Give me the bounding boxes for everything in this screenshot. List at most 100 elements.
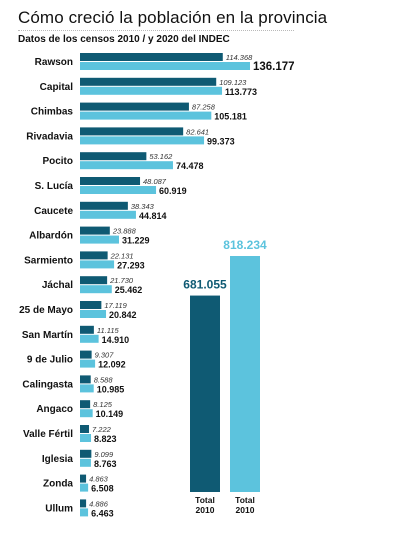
bar-2020 (80, 86, 223, 95)
category-label: S. Lucía (35, 181, 74, 192)
value-label-2010: 7.222 (92, 425, 112, 434)
category-label: Rawson (35, 57, 73, 68)
value-label-2010: 82.641 (186, 127, 209, 136)
bar-2010 (80, 77, 217, 86)
bar-2020 (80, 62, 250, 70)
bar-2020 (80, 508, 89, 517)
total-column-2010 (190, 295, 220, 492)
category-label: San Martín (22, 330, 73, 341)
bar-2020 (80, 111, 212, 120)
bar-2010 (80, 152, 147, 161)
value-label-2020: 74.478 (176, 161, 204, 171)
value-label-2020: 99.373 (207, 136, 235, 146)
value-label-2020: 8.763 (94, 459, 117, 469)
value-label-2020: 31.229 (122, 236, 150, 246)
value-label-2010: 22.131 (110, 251, 134, 260)
bar-2020 (80, 434, 92, 442)
value-label-2010: 87.258 (192, 103, 216, 112)
bar-2010 (80, 474, 87, 483)
value-label-2020: 8.823 (94, 434, 117, 444)
bar-2010 (80, 53, 223, 61)
category-label: Angaco (36, 404, 73, 415)
bar-2020 (80, 285, 112, 294)
value-label-2020: 6.508 (91, 484, 114, 494)
value-label-2020: 105.181 (214, 112, 247, 122)
bar-2020 (80, 210, 136, 219)
bar-2020 (80, 483, 89, 492)
category-label: Zonda (43, 479, 73, 490)
bar-2010 (80, 301, 102, 309)
bar-2010 (80, 102, 189, 111)
category-label: 9 de Julio (27, 355, 73, 366)
bar-2020 (80, 161, 173, 170)
category-label: Rivadavia (26, 131, 73, 142)
total-category-label: 2010 (196, 505, 215, 515)
category-label: Ullum (45, 503, 73, 514)
bar-2010 (80, 226, 110, 235)
category-label: Calingasta (22, 379, 73, 390)
value-label-2010: 38.343 (131, 202, 155, 211)
category-label: Chimbas (31, 107, 74, 118)
value-label-2010: 114.368 (226, 53, 253, 62)
value-label-2010: 21.730 (109, 276, 134, 285)
total-category-label: Total (235, 495, 255, 505)
value-label-2020: 136.177 (253, 61, 295, 73)
total-category-label: Total (195, 495, 215, 505)
bar-2010 (80, 350, 92, 359)
bar-2020 (80, 310, 107, 318)
value-label-2020: 6.463 (91, 508, 114, 518)
bar-2020 (80, 136, 205, 145)
bar-2010 (80, 325, 94, 334)
category-label: Sarmiento (24, 255, 73, 266)
value-label-2010: 109.123 (219, 78, 247, 87)
bar-2020 (80, 359, 96, 368)
total-value-label: 681.055 (183, 278, 227, 292)
value-label-2020: 10.149 (96, 409, 124, 419)
category-label: 25 de Mayo (19, 305, 73, 316)
value-label-2010: 9.307 (95, 351, 115, 360)
bar-2010 (80, 375, 91, 384)
bar-2010 (80, 201, 128, 210)
category-label: Capital (40, 82, 74, 93)
value-label-2010: 8.588 (94, 375, 114, 384)
value-label-2010: 53.162 (149, 152, 173, 161)
value-label-2010: 11.115 (97, 326, 120, 335)
total-column-2020 (230, 256, 260, 492)
total-category-label: 2010 (236, 505, 255, 515)
bar-2010 (80, 127, 184, 136)
bar-2010 (80, 251, 108, 260)
value-label-2020: 14.910 (102, 335, 130, 345)
value-label-2010: 9.099 (94, 450, 114, 459)
category-label: Caucete (34, 206, 73, 217)
value-label-2020: 20.842 (109, 310, 137, 320)
category-label: Valle Fértil (23, 429, 73, 440)
bar-2010 (80, 400, 91, 409)
bar-2020 (80, 384, 94, 393)
bar-2010 (80, 425, 90, 433)
title-divider (18, 30, 294, 31)
value-label-2010: 48.087 (143, 177, 167, 186)
bar-2010 (80, 276, 108, 285)
value-label-2020: 113.773 (225, 87, 257, 97)
total-value-label: 818.234 (223, 238, 267, 252)
bar-2010 (80, 499, 87, 508)
value-label-2010: 4.863 (89, 475, 109, 484)
value-label-2010: 8.125 (93, 400, 113, 409)
bar-2020 (80, 235, 119, 244)
bar-2020 (80, 409, 93, 418)
bar-2020 (80, 186, 157, 194)
bar-2010 (80, 177, 141, 185)
category-label: Jáchal (42, 280, 73, 291)
bar-2010 (80, 449, 92, 458)
chart-subtitle: Datos de los censos 2010 / y 2020 del IN… (18, 34, 230, 45)
value-label-2020: 44.814 (139, 211, 167, 221)
category-label: Iglesia (42, 454, 74, 465)
value-label-2010: 17.119 (104, 301, 127, 310)
value-label-2010: 4.886 (89, 499, 109, 508)
bar-2020 (80, 458, 91, 467)
category-label: Pocito (42, 156, 73, 167)
value-label-2020: 27.293 (117, 260, 145, 270)
value-label-2020: 10.985 (97, 384, 125, 394)
bar-2020 (80, 334, 99, 343)
